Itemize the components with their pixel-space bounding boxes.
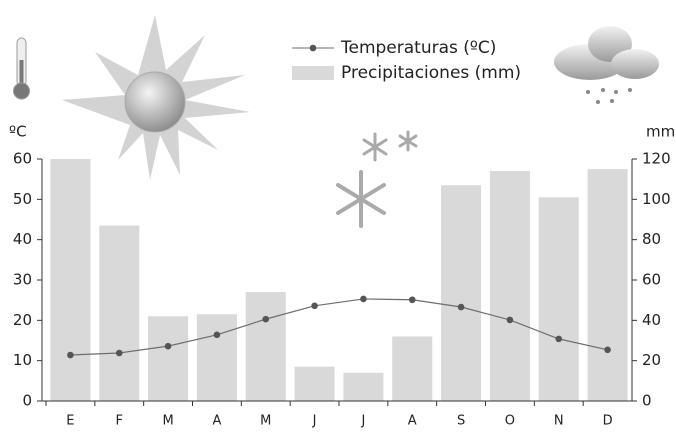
x-tick-label: E [66,414,74,429]
y-tick-label: 60 [13,150,32,168]
y2-tick-label: 0 [642,392,652,410]
temperature-marker [555,335,563,343]
x-tick-label: S [457,414,465,429]
temperature-marker [506,316,514,324]
y-tick-label: 20 [13,311,32,329]
legend-label: Temperaturas (ºC) [340,38,496,58]
legend-label: Precipitaciones (mm) [341,63,521,83]
bar [99,225,140,401]
y2-axis-label: mm [646,123,675,141]
temperature-marker [262,315,270,323]
y2-tick-label: 80 [642,230,661,248]
thermometer-icon [13,37,30,100]
temperature-marker [311,302,318,310]
temperature-marker [213,331,221,339]
y-axis-label: ºC [9,123,27,141]
bar [196,314,237,401]
x-tick-label: J [360,414,365,429]
bar [489,171,530,401]
bar [587,169,628,401]
bar [343,372,384,401]
bar [392,336,433,401]
y2-tick-label: 120 [642,150,671,168]
y2-tick-label: 20 [642,351,661,369]
x-tick-label: J [312,414,317,429]
bar [245,292,286,401]
temperature-marker [408,296,416,304]
y-tick-label: 50 [13,190,32,208]
bar [50,159,91,401]
temperature-line [70,298,608,356]
bar [294,366,335,401]
sun-icon [62,15,250,180]
temperature-marker [604,346,611,354]
y-tick-label: 10 [13,351,32,369]
x-tick-label: O [505,414,515,429]
bar [538,197,579,401]
cloud-icon [554,26,659,104]
x-tick-label: F [116,414,123,429]
x-tick-label: A [408,414,417,429]
y2-tick-label: 40 [642,311,661,329]
y-tick-label: 40 [13,230,32,248]
x-tick-label: M [162,414,173,429]
temperature-marker [67,351,74,359]
y2-tick-label: 60 [642,271,661,289]
x-tick-label: M [260,414,271,429]
x-tick-label: A [212,414,221,429]
x-tick-label: D [603,414,613,429]
snowflake-icon [336,130,418,228]
legend-marker [309,44,317,52]
temperature-marker [457,303,465,311]
temperature-marker [360,295,367,303]
temperature-marker [115,349,123,357]
y-tick-label: 30 [13,271,32,289]
y-tick-label: 0 [22,392,32,410]
bar [441,185,482,401]
temperature-marker [164,342,172,350]
x-tick-label: N [554,414,564,429]
bar [148,316,189,401]
legend-swatch [292,66,334,80]
y2-tick-label: 100 [642,190,671,208]
